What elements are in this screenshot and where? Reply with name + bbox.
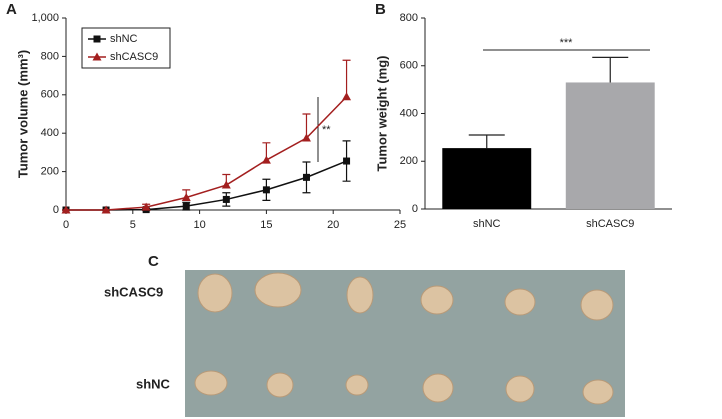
marker <box>302 173 310 181</box>
marker <box>262 186 270 194</box>
legend-box <box>81 27 171 69</box>
error-bar <box>592 56 629 83</box>
legend-label: shNC <box>110 33 138 45</box>
marker <box>61 205 71 214</box>
marker <box>343 157 351 165</box>
legend-marker <box>92 52 102 61</box>
marker <box>221 180 231 189</box>
x-tick-label: 15 <box>260 219 272 231</box>
x-tick-label: 20 <box>327 219 339 231</box>
y-tick-label: 400 <box>41 127 59 139</box>
x-tick-label: 10 <box>193 219 205 231</box>
y-tick-label: 600 <box>400 60 418 72</box>
y-tick-label: 200 <box>400 155 418 167</box>
marker <box>141 202 151 211</box>
x-tick-label: 0 <box>63 219 69 231</box>
bar <box>565 82 655 209</box>
y-axis-label: Tumor weight (mg) <box>374 55 389 171</box>
row-label: shCASC9 <box>104 284 163 299</box>
legend-marker <box>93 35 101 43</box>
y-tick-label: 800 <box>41 50 59 62</box>
error-bar <box>342 59 351 97</box>
x-tick-label: shNC <box>473 218 501 230</box>
y-tick-label: 800 <box>400 12 418 24</box>
x-tick-label: 5 <box>130 219 136 231</box>
series-line <box>66 160 347 211</box>
tumor-photo <box>185 270 625 417</box>
annotation: *** <box>560 37 574 49</box>
marker <box>101 205 111 214</box>
series-line <box>66 96 348 211</box>
marker <box>181 193 191 202</box>
annotation: ** <box>322 124 331 136</box>
x-tick-label: shCASC9 <box>586 218 634 230</box>
legend-label: shCASC9 <box>110 51 158 63</box>
marker <box>301 133 311 142</box>
y-tick-label: 1,000 <box>31 12 59 24</box>
y-axis-label: Tumor volume (mm³) <box>15 50 30 178</box>
panel-label: A <box>6 1 17 18</box>
x-tick-label: 25 <box>394 219 406 231</box>
panel-label: C <box>148 253 159 270</box>
marker <box>261 155 271 164</box>
marker <box>222 195 230 203</box>
row-label: shNC <box>136 376 171 391</box>
marker <box>182 202 190 210</box>
bar <box>442 148 532 209</box>
marker <box>342 92 352 101</box>
y-tick-label: 0 <box>412 203 418 215</box>
error-bar <box>468 134 505 149</box>
y-tick-label: 600 <box>41 89 59 101</box>
y-tick-label: 200 <box>41 166 59 178</box>
panel-label: B <box>375 1 386 18</box>
y-tick-label: 400 <box>400 107 418 119</box>
y-tick-label: 0 <box>53 204 59 216</box>
